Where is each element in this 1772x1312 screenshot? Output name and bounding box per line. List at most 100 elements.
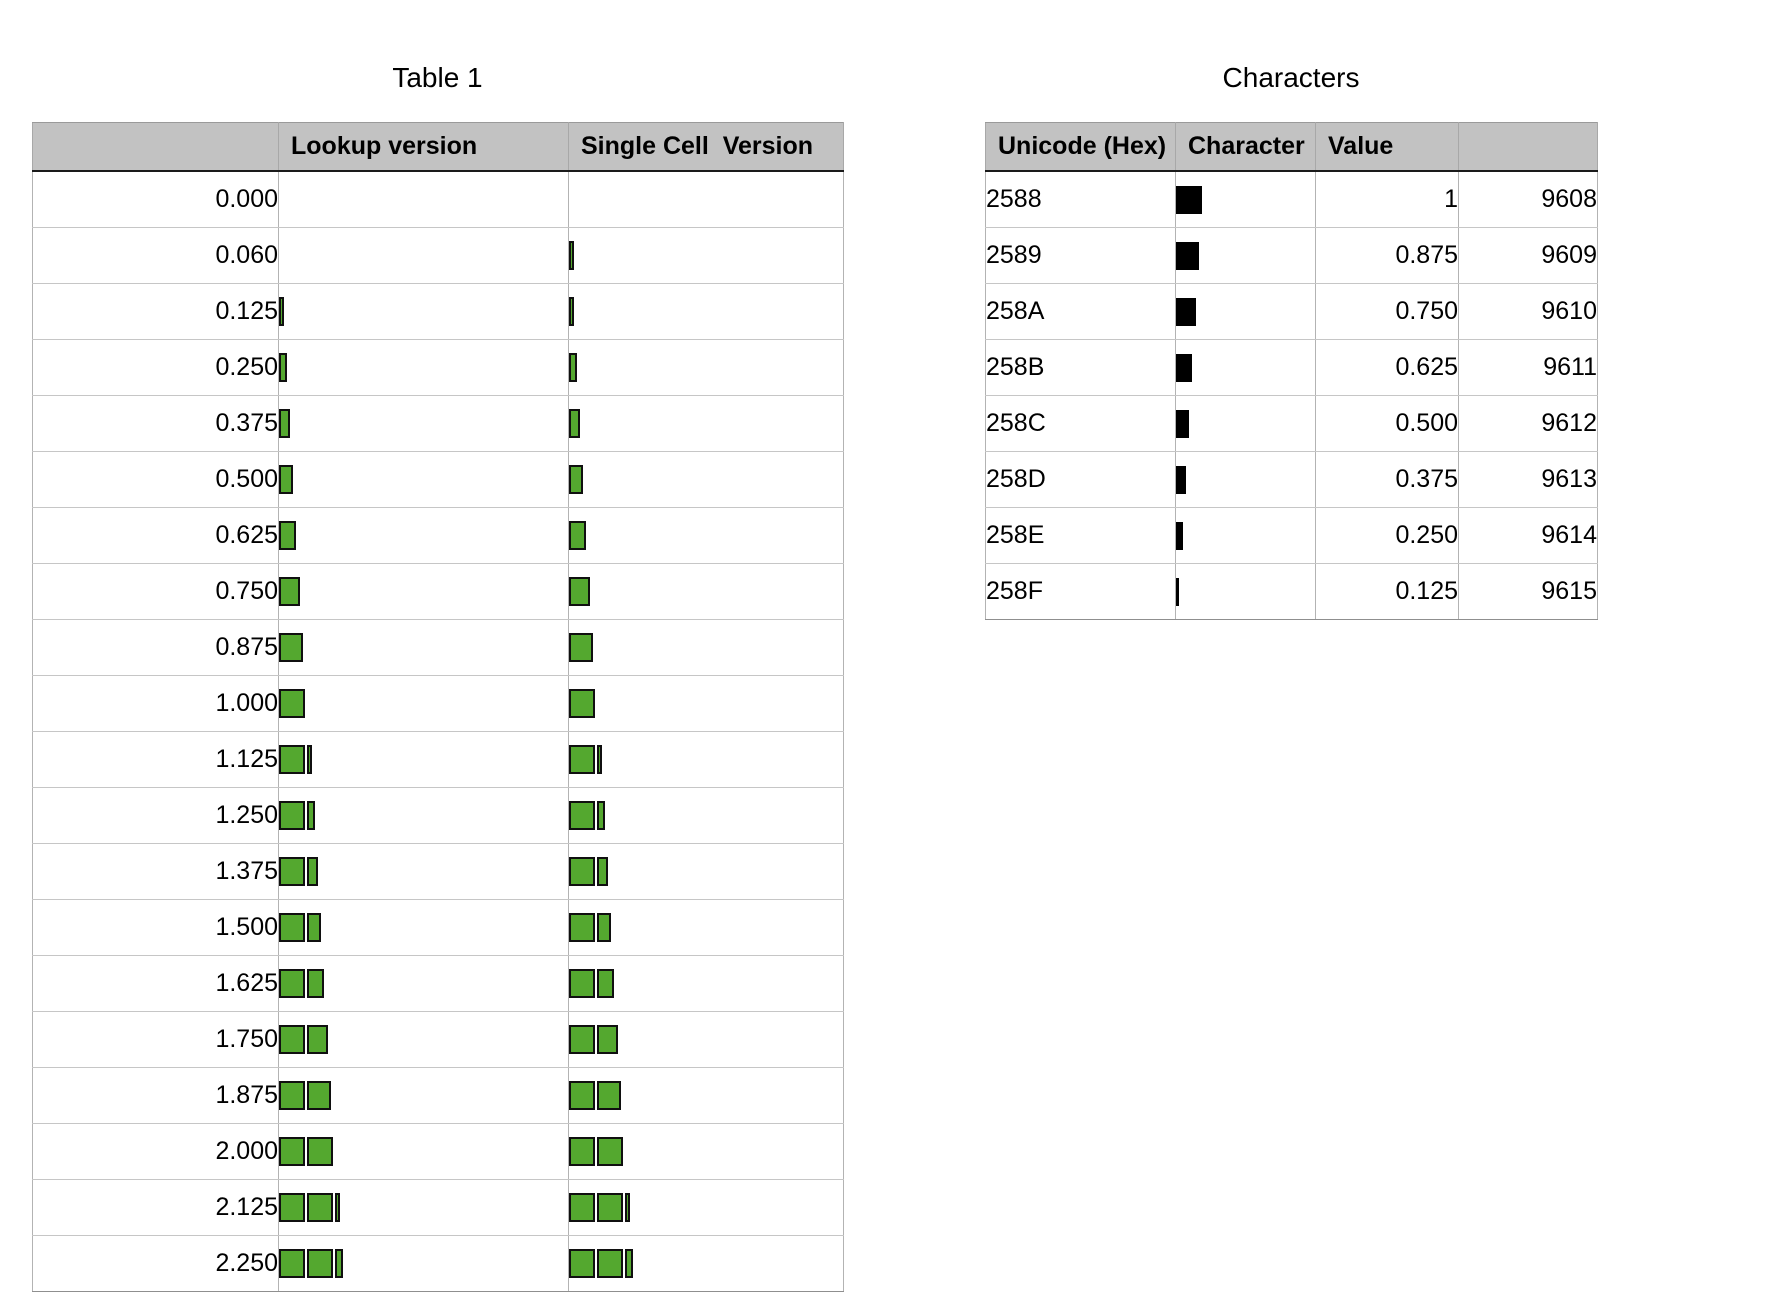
single-cell-version-cell[interactable] [568, 1067, 844, 1124]
unicode-hex-cell[interactable]: 2588 [985, 171, 1176, 228]
lookup-version-cell[interactable] [278, 619, 569, 676]
table1-value-cell[interactable]: 1.250 [32, 787, 279, 844]
table1-value-cell[interactable]: 0.000 [32, 171, 279, 228]
table1-value-cell[interactable]: 0.125 [32, 283, 279, 340]
table1-header-single-cell[interactable]: Single Cell Version [568, 122, 844, 172]
table1-header-blank[interactable] [32, 122, 279, 172]
single-cell-version-cell[interactable] [568, 283, 844, 340]
single-cell-version-cell[interactable] [568, 731, 844, 788]
single-cell-version-cell[interactable] [568, 619, 844, 676]
decimal-code-cell[interactable]: 9611 [1458, 339, 1598, 396]
unicode-hex-cell[interactable]: 258F [985, 563, 1176, 620]
character-cell[interactable] [1175, 171, 1316, 228]
character-cell[interactable] [1175, 507, 1316, 564]
lookup-version-cell[interactable] [278, 1179, 569, 1236]
single-cell-version-cell[interactable] [568, 563, 844, 620]
value-cell[interactable]: 0.750 [1315, 283, 1459, 340]
lookup-version-cell[interactable] [278, 339, 569, 396]
lookup-version-cell[interactable] [278, 395, 569, 452]
table1-value-cell[interactable]: 1.500 [32, 899, 279, 956]
value-cell[interactable]: 0.500 [1315, 395, 1459, 452]
single-cell-version-cell[interactable] [568, 339, 844, 396]
value-cell[interactable]: 0.625 [1315, 339, 1459, 396]
table1-row: 1.625 [32, 955, 844, 1012]
table1-value-cell[interactable]: 0.875 [32, 619, 279, 676]
single-cell-version-cell[interactable] [568, 451, 844, 508]
single-cell-version-cell[interactable] [568, 395, 844, 452]
lookup-version-cell[interactable] [278, 1235, 569, 1292]
decimal-code-cell[interactable]: 9609 [1458, 227, 1598, 284]
decimal-code-cell[interactable]: 9608 [1458, 171, 1598, 228]
lookup-version-cell[interactable] [278, 787, 569, 844]
decimal-code-cell[interactable]: 9612 [1458, 395, 1598, 452]
lookup-version-cell[interactable] [278, 171, 569, 228]
single-cell-version-cell[interactable] [568, 899, 844, 956]
table1-value-cell[interactable]: 1.875 [32, 1067, 279, 1124]
characters-header-character[interactable]: Character [1175, 122, 1316, 172]
single-cell-version-cell[interactable] [568, 227, 844, 284]
decimal-code-cell[interactable]: 9613 [1458, 451, 1598, 508]
table1-value-cell[interactable]: 0.625 [32, 507, 279, 564]
lookup-version-cell[interactable] [278, 507, 569, 564]
lookup-version-cell[interactable] [278, 227, 569, 284]
single-cell-version-cell[interactable] [568, 1123, 844, 1180]
value-cell[interactable]: 1 [1315, 171, 1459, 228]
character-cell[interactable] [1175, 563, 1316, 620]
lookup-version-cell[interactable] [278, 899, 569, 956]
table1-value-cell[interactable]: 2.250 [32, 1235, 279, 1292]
table1-value-cell[interactable]: 1.125 [32, 731, 279, 788]
single-cell-version-cell[interactable] [568, 843, 844, 900]
lookup-version-cell[interactable] [278, 1067, 569, 1124]
character-cell[interactable] [1175, 227, 1316, 284]
character-cell[interactable] [1175, 339, 1316, 396]
unicode-hex-cell[interactable]: 258B [985, 339, 1176, 396]
table1-value-cell[interactable]: 0.060 [32, 227, 279, 284]
character-cell[interactable] [1175, 395, 1316, 452]
unicode-hex-cell[interactable]: 258D [985, 451, 1176, 508]
value-cell[interactable]: 0.875 [1315, 227, 1459, 284]
value-cell[interactable]: 0.125 [1315, 563, 1459, 620]
table1-value-cell[interactable]: 0.250 [32, 339, 279, 396]
unicode-hex-cell[interactable]: 258A [985, 283, 1176, 340]
table1-value-cell[interactable]: 0.750 [32, 563, 279, 620]
character-cell[interactable] [1175, 283, 1316, 340]
lookup-version-cell[interactable] [278, 451, 569, 508]
unicode-hex-cell[interactable]: 258C [985, 395, 1176, 452]
single-cell-version-cell[interactable] [568, 171, 844, 228]
lookup-version-cell[interactable] [278, 1011, 569, 1068]
table1-value-cell[interactable]: 2.125 [32, 1179, 279, 1236]
single-cell-version-cell[interactable] [568, 955, 844, 1012]
table1-value-cell[interactable]: 0.375 [32, 395, 279, 452]
character-cell[interactable] [1175, 451, 1316, 508]
single-cell-version-cell[interactable] [568, 1011, 844, 1068]
table1-value-cell[interactable]: 1.750 [32, 1011, 279, 1068]
table1-value-cell[interactable]: 1.000 [32, 675, 279, 732]
unicode-hex-cell[interactable]: 258E [985, 507, 1176, 564]
characters-header-blank[interactable] [1458, 122, 1598, 172]
characters-header-value[interactable]: Value [1315, 122, 1459, 172]
single-cell-version-cell[interactable] [568, 675, 844, 732]
table1-value-cell[interactable]: 1.375 [32, 843, 279, 900]
single-cell-version-cell[interactable] [568, 1179, 844, 1236]
lookup-version-cell[interactable] [278, 563, 569, 620]
decimal-code-cell[interactable]: 9614 [1458, 507, 1598, 564]
lookup-version-cell[interactable] [278, 283, 569, 340]
decimal-code-cell[interactable]: 9610 [1458, 283, 1598, 340]
lookup-version-cell[interactable] [278, 955, 569, 1012]
table1-header-lookup[interactable]: Lookup version [278, 122, 569, 172]
table1-value-cell[interactable]: 2.000 [32, 1123, 279, 1180]
value-cell[interactable]: 0.375 [1315, 451, 1459, 508]
table1-value-cell[interactable]: 1.625 [32, 955, 279, 1012]
table1-value-cell[interactable]: 0.500 [32, 451, 279, 508]
single-cell-version-cell[interactable] [568, 787, 844, 844]
decimal-code-cell[interactable]: 9615 [1458, 563, 1598, 620]
single-cell-version-cell[interactable] [568, 1235, 844, 1292]
lookup-version-cell[interactable] [278, 731, 569, 788]
lookup-version-cell[interactable] [278, 843, 569, 900]
value-cell[interactable]: 0.250 [1315, 507, 1459, 564]
lookup-version-cell[interactable] [278, 675, 569, 732]
unicode-hex-cell[interactable]: 2589 [985, 227, 1176, 284]
characters-header-unicode-hex[interactable]: Unicode (Hex) [985, 122, 1176, 172]
single-cell-version-cell[interactable] [568, 507, 844, 564]
lookup-version-cell[interactable] [278, 1123, 569, 1180]
